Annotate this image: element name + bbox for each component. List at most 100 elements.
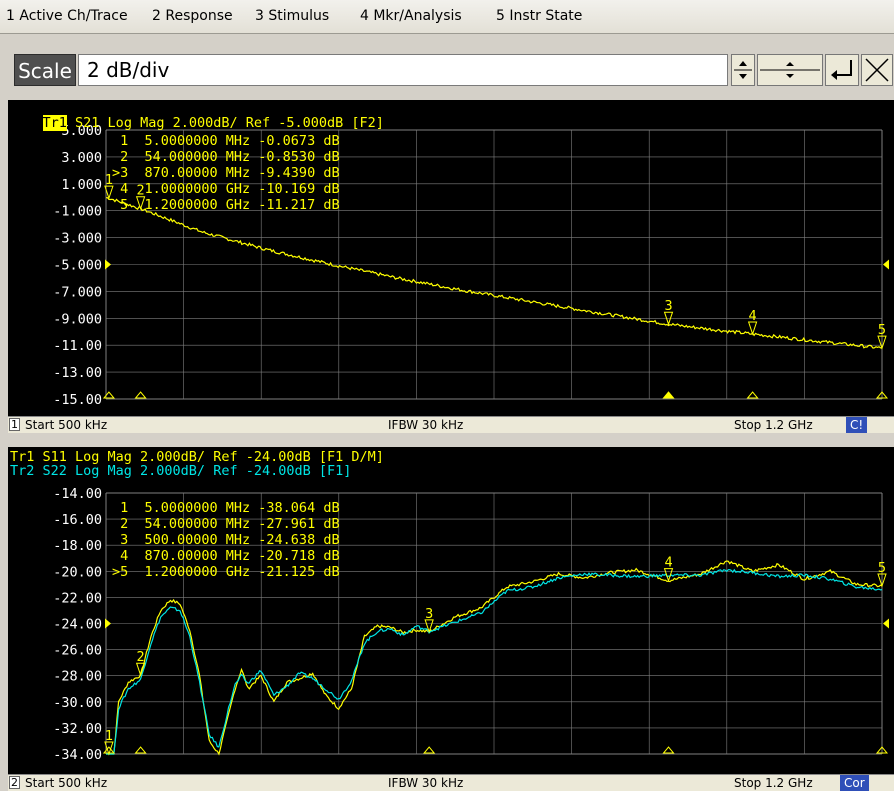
trace-1-tag[interactable]: Tr1 xyxy=(42,115,67,131)
y-tick-label: -3.000 xyxy=(53,231,102,247)
spin-up-down-icon[interactable] xyxy=(731,54,755,86)
marker-stimulus-indicator[interactable] xyxy=(662,746,675,754)
menu-stimulus[interactable]: 3 Stimulus xyxy=(255,8,330,24)
channel-1-trace-header: Tr1 S21 Log Mag 2.000dB/ Ref -5.000dB [F… xyxy=(42,115,384,131)
start-frequency[interactable]: Start 500 kHz xyxy=(25,418,108,432)
menu-mkr-analysis[interactable]: 4 Mkr/Analysis xyxy=(360,8,462,24)
marker-4[interactable] xyxy=(747,321,758,336)
y-tick-label: -22.00 xyxy=(53,590,102,606)
menu-bar: 1 Active Ch/Trace 2 Response 3 Stimulus … xyxy=(0,0,894,34)
marker-3[interactable] xyxy=(424,619,434,634)
channel-2-window[interactable]: -14.00 -16.00 -18.00 -20.00 -22.00 -24.00 -26.… xyxy=(8,447,894,774)
marker-label: 2 xyxy=(137,183,145,199)
marker-label: 3 xyxy=(425,606,433,622)
channel-number: 2 xyxy=(9,776,20,789)
channel-1-window[interactable]: 5.000 3.000 1.000 -1.000 -3.000 -5.000 -7.000 -… xyxy=(8,100,894,416)
y-tick-label: -34.00 xyxy=(53,747,102,763)
marker-stimulus-indicator[interactable] xyxy=(423,746,436,754)
marker-label: 5 xyxy=(878,560,886,576)
marker-5[interactable] xyxy=(877,573,887,588)
reference-level-marker-left[interactable] xyxy=(105,259,111,270)
marker-label: 4 xyxy=(749,308,757,324)
y-tick-label: -13.00 xyxy=(53,365,102,381)
y-tick-label: -18.00 xyxy=(53,538,102,554)
reference-level-marker-right[interactable] xyxy=(883,618,889,629)
marker-stimulus-indicator[interactable] xyxy=(134,746,147,754)
y-tick-label: -26.00 xyxy=(53,643,102,659)
y-tick-label: -28.00 xyxy=(53,669,102,685)
marker-row: 2 54.000000 MHz -0.8530 dB xyxy=(112,149,340,165)
marker-label: 1 xyxy=(105,172,113,188)
y-tick-label: -15.00 xyxy=(53,392,102,408)
marker-stimulus-indicator[interactable] xyxy=(102,391,115,399)
y-tick-label: -20.00 xyxy=(53,564,102,580)
menu-instr-state[interactable]: 5 Instr State xyxy=(496,8,583,24)
marker-stimulus-indicator[interactable] xyxy=(746,391,759,399)
marker-2[interactable] xyxy=(135,662,146,677)
y-tick-label: -9.000 xyxy=(53,311,102,327)
menu-response[interactable]: 2 Response xyxy=(152,8,233,24)
marker-label: 2 xyxy=(137,649,145,665)
channel-2-status-bar: 2 Start 500 kHz IFBW 30 kHz Stop 1.2 GHz… xyxy=(8,774,894,791)
correction-status-badge: C! xyxy=(846,417,868,433)
y-tick-label: -5.000 xyxy=(53,258,102,274)
y-tick-label: -32.00 xyxy=(53,721,102,737)
entry-bar: Scale 2 dB/div xyxy=(0,34,894,91)
y-tick-label: 5.000 xyxy=(61,123,102,139)
enter-icon[interactable] xyxy=(825,54,859,86)
correction-status-badge: Cor xyxy=(840,775,869,791)
stop-frequency[interactable]: Stop 1.2 GHz xyxy=(734,776,813,790)
trace-s22 xyxy=(106,568,883,755)
marker-stimulus-indicator[interactable] xyxy=(102,746,115,754)
step-up-down-icon[interactable] xyxy=(757,54,823,86)
start-frequency[interactable]: Start 500 kHz xyxy=(25,776,108,790)
close-icon[interactable] xyxy=(861,54,893,86)
y-tick-label: -30.00 xyxy=(53,695,102,711)
marker-stimulus-indicator[interactable] xyxy=(662,391,675,399)
ifbw-setting[interactable]: IFBW 30 kHz xyxy=(388,776,464,790)
ifbw-setting[interactable]: IFBW 30 kHz xyxy=(388,418,464,432)
trace-s11 xyxy=(106,560,883,756)
stop-frequency[interactable]: Stop 1.2 GHz xyxy=(734,418,813,432)
reference-level-marker-left[interactable] xyxy=(105,618,111,629)
channel-1-marker-table: 1 5.0000000 MHz -0.0673 dB 2 54.000000 M… xyxy=(112,133,340,213)
y-tick-label: 3.000 xyxy=(61,150,102,166)
entry-label: Scale xyxy=(14,54,76,86)
marker-row: 5 1.2000000 GHz -11.217 dB xyxy=(112,197,340,213)
marker-stimulus-indicator[interactable] xyxy=(134,391,147,399)
marker-label: 4 xyxy=(664,555,672,571)
y-tick-label: -24.00 xyxy=(53,617,102,633)
reference-level-marker-right[interactable] xyxy=(883,259,889,270)
marker-row: 1 5.0000000 MHz -38.064 dB xyxy=(112,500,340,516)
channel-1-chart: 5.000 3.000 1.000 -1.000 -3.000 -5.000 -7.000 -… xyxy=(53,123,889,408)
channel-2-marker-table: 1 5.0000000 MHz -38.064 dB 2 54.000000 M… xyxy=(112,500,340,580)
marker-row: 2 54.000000 MHz -27.961 dB xyxy=(112,516,340,532)
marker-3[interactable] xyxy=(663,311,674,326)
marker-row: >3 870.00000 MHz -9.4390 dB xyxy=(112,165,340,181)
marker-row: 4 870.00000 MHz -20.718 dB xyxy=(112,548,340,564)
y-tick-label: 1.000 xyxy=(61,177,102,193)
marker-stimulus-indicator[interactable] xyxy=(875,391,889,399)
channel-number: 1 xyxy=(9,418,20,431)
marker-row: 4 1.0000000 GHz -10.169 dB xyxy=(112,181,340,197)
marker-5[interactable] xyxy=(877,335,887,350)
menu-active-ch-trace[interactable]: 1 Active Ch/Trace xyxy=(6,8,128,24)
marker-stimulus-indicator[interactable] xyxy=(875,746,889,754)
marker-1[interactable] xyxy=(104,741,114,756)
marker-label: 3 xyxy=(664,298,672,314)
y-tick-label: -7.000 xyxy=(53,284,102,300)
y-tick-label: -1.000 xyxy=(53,204,102,220)
trace-1-header: Tr1 S11 Log Mag 2.000dB/ Ref -24.00dB [F… xyxy=(10,449,384,465)
marker-2[interactable] xyxy=(135,196,146,211)
y-tick-label: -16.00 xyxy=(53,512,102,528)
marker-label: 1 xyxy=(105,728,113,744)
marker-row: >5 1.2000000 GHz -21.125 dB xyxy=(112,564,340,580)
marker-1[interactable] xyxy=(104,185,114,200)
marker-row: 3 500.00000 MHz -24.638 dB xyxy=(112,532,340,548)
y-tick-label: -14.00 xyxy=(53,486,102,502)
channel-1-status-bar: 1 Start 500 kHz IFBW 30 kHz Stop 1.2 GHz… xyxy=(8,416,894,433)
trace-2-header: Tr2 S22 Log Mag 2.000dB/ Ref -24.00dB [F… xyxy=(10,463,352,479)
marker-label: 5 xyxy=(878,322,886,338)
marker-4[interactable] xyxy=(663,568,674,583)
scale-entry-field[interactable]: 2 dB/div xyxy=(78,54,728,86)
